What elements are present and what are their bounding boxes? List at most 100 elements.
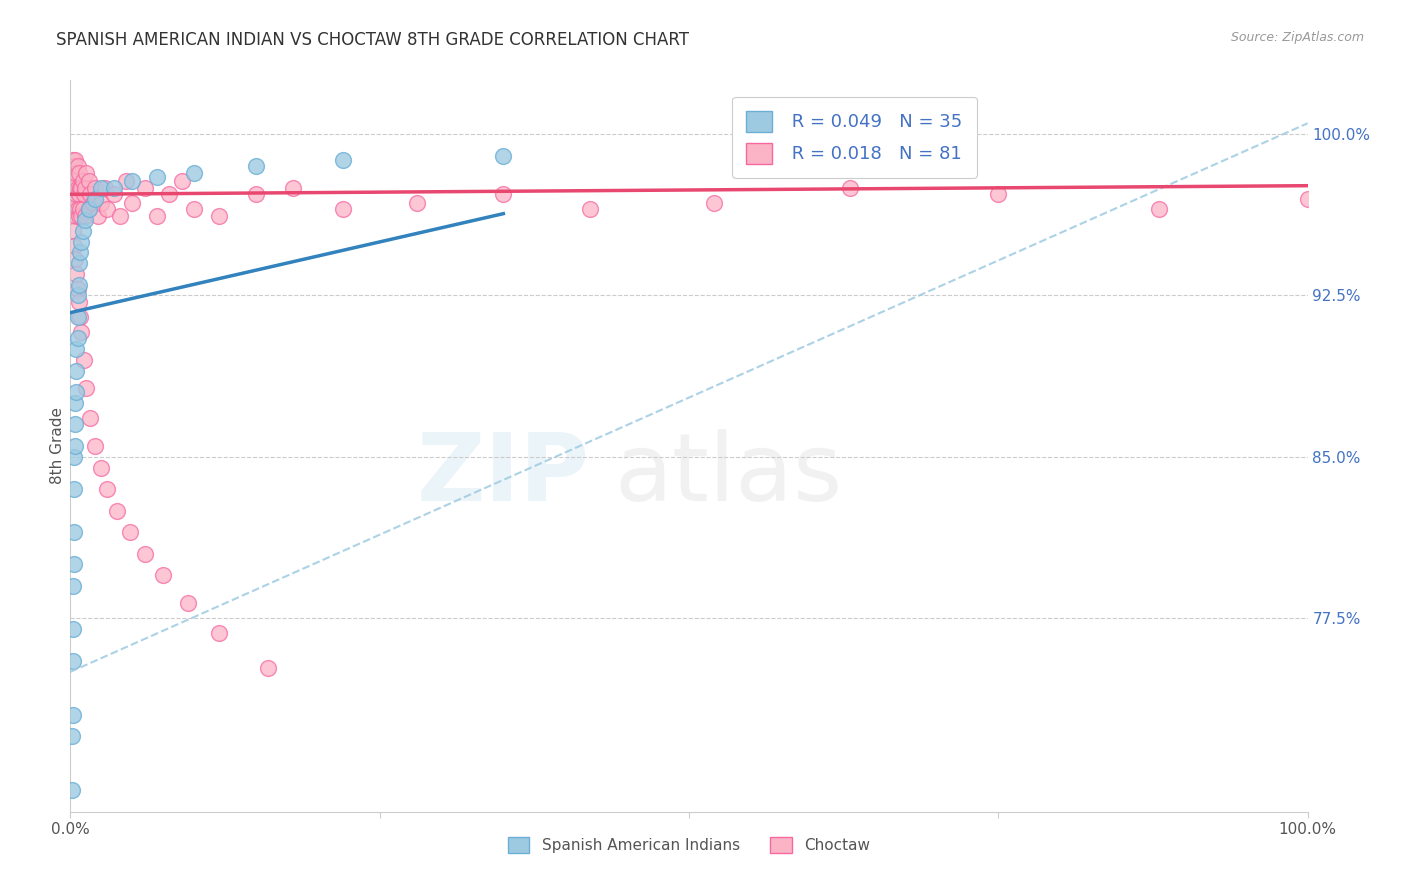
Point <box>134 181 156 195</box>
Point <box>838 181 860 195</box>
Point <box>90 181 112 195</box>
Point <box>183 166 205 180</box>
Point <box>77 202 100 217</box>
Point <box>65 209 87 223</box>
Point <box>63 181 86 195</box>
Point <box>72 202 94 217</box>
Y-axis label: 8th Grade: 8th Grade <box>49 408 65 484</box>
Point <box>332 153 354 167</box>
Point <box>66 288 89 302</box>
Point <box>579 202 602 217</box>
Point <box>987 187 1010 202</box>
Point <box>67 209 90 223</box>
Point <box>66 331 89 345</box>
Point <box>152 568 174 582</box>
Point <box>73 187 96 202</box>
Text: atlas: atlas <box>614 429 844 521</box>
Point <box>118 524 141 539</box>
Legend: Spanish American Indians, Choctaw: Spanish American Indians, Choctaw <box>502 830 876 859</box>
Point <box>65 187 87 202</box>
Point <box>332 202 354 217</box>
Point <box>146 209 169 223</box>
Point <box>66 181 89 195</box>
Point <box>105 503 128 517</box>
Point <box>69 202 91 217</box>
Point <box>67 294 90 309</box>
Point <box>75 381 97 395</box>
Point <box>1296 192 1319 206</box>
Point <box>65 195 87 210</box>
Point <box>60 730 83 744</box>
Point <box>84 192 107 206</box>
Point <box>75 209 97 223</box>
Point <box>90 195 112 210</box>
Point <box>65 252 87 266</box>
Point <box>84 439 107 453</box>
Point <box>67 187 90 202</box>
Point <box>60 181 83 195</box>
Point <box>103 181 125 195</box>
Point <box>60 159 83 173</box>
Text: SPANISH AMERICAN INDIAN VS CHOCTAW 8TH GRADE CORRELATION CHART: SPANISH AMERICAN INDIAN VS CHOCTAW 8TH G… <box>56 31 689 49</box>
Point <box>65 267 87 281</box>
Point <box>1147 202 1170 217</box>
Point <box>63 202 86 217</box>
Point <box>183 202 205 217</box>
Point <box>66 310 89 324</box>
Point <box>492 148 515 162</box>
Point <box>65 364 87 378</box>
Point <box>84 181 107 195</box>
Point <box>66 282 89 296</box>
Point <box>121 174 143 188</box>
Point <box>281 181 304 195</box>
Point <box>63 482 86 496</box>
Point <box>405 195 427 210</box>
Point <box>69 245 91 260</box>
Point <box>75 213 97 227</box>
Point <box>60 783 83 797</box>
Point <box>157 187 180 202</box>
Point <box>62 195 84 210</box>
Point <box>62 224 84 238</box>
Point <box>65 385 87 400</box>
Point <box>67 277 90 292</box>
Point <box>65 417 87 432</box>
Point <box>77 202 100 217</box>
Point <box>69 310 91 324</box>
Point <box>65 153 87 167</box>
Point <box>208 626 231 640</box>
Point <box>65 174 87 188</box>
Point <box>94 181 117 195</box>
Point <box>65 166 87 180</box>
Point <box>79 187 101 202</box>
Point <box>72 224 94 238</box>
Point <box>245 187 267 202</box>
Point <box>257 660 280 674</box>
Point <box>177 596 200 610</box>
Point <box>492 187 515 202</box>
Point <box>96 202 118 217</box>
Point <box>703 195 725 210</box>
Point <box>73 353 96 368</box>
Point <box>75 166 97 180</box>
Point <box>86 209 108 223</box>
Point <box>70 209 93 223</box>
Point <box>69 181 91 195</box>
Point <box>146 170 169 185</box>
Point <box>72 174 94 188</box>
Point <box>62 579 84 593</box>
Point <box>103 187 125 202</box>
Point <box>62 174 84 188</box>
Point <box>62 654 84 668</box>
Point <box>65 439 87 453</box>
Point <box>115 174 138 188</box>
Point <box>63 159 86 173</box>
Point <box>65 396 87 410</box>
Point <box>170 174 193 188</box>
Point <box>82 195 104 210</box>
Text: Source: ZipAtlas.com: Source: ZipAtlas.com <box>1230 31 1364 45</box>
Point <box>70 325 93 339</box>
Point <box>62 707 84 722</box>
Point <box>63 558 86 572</box>
Point <box>70 181 93 195</box>
